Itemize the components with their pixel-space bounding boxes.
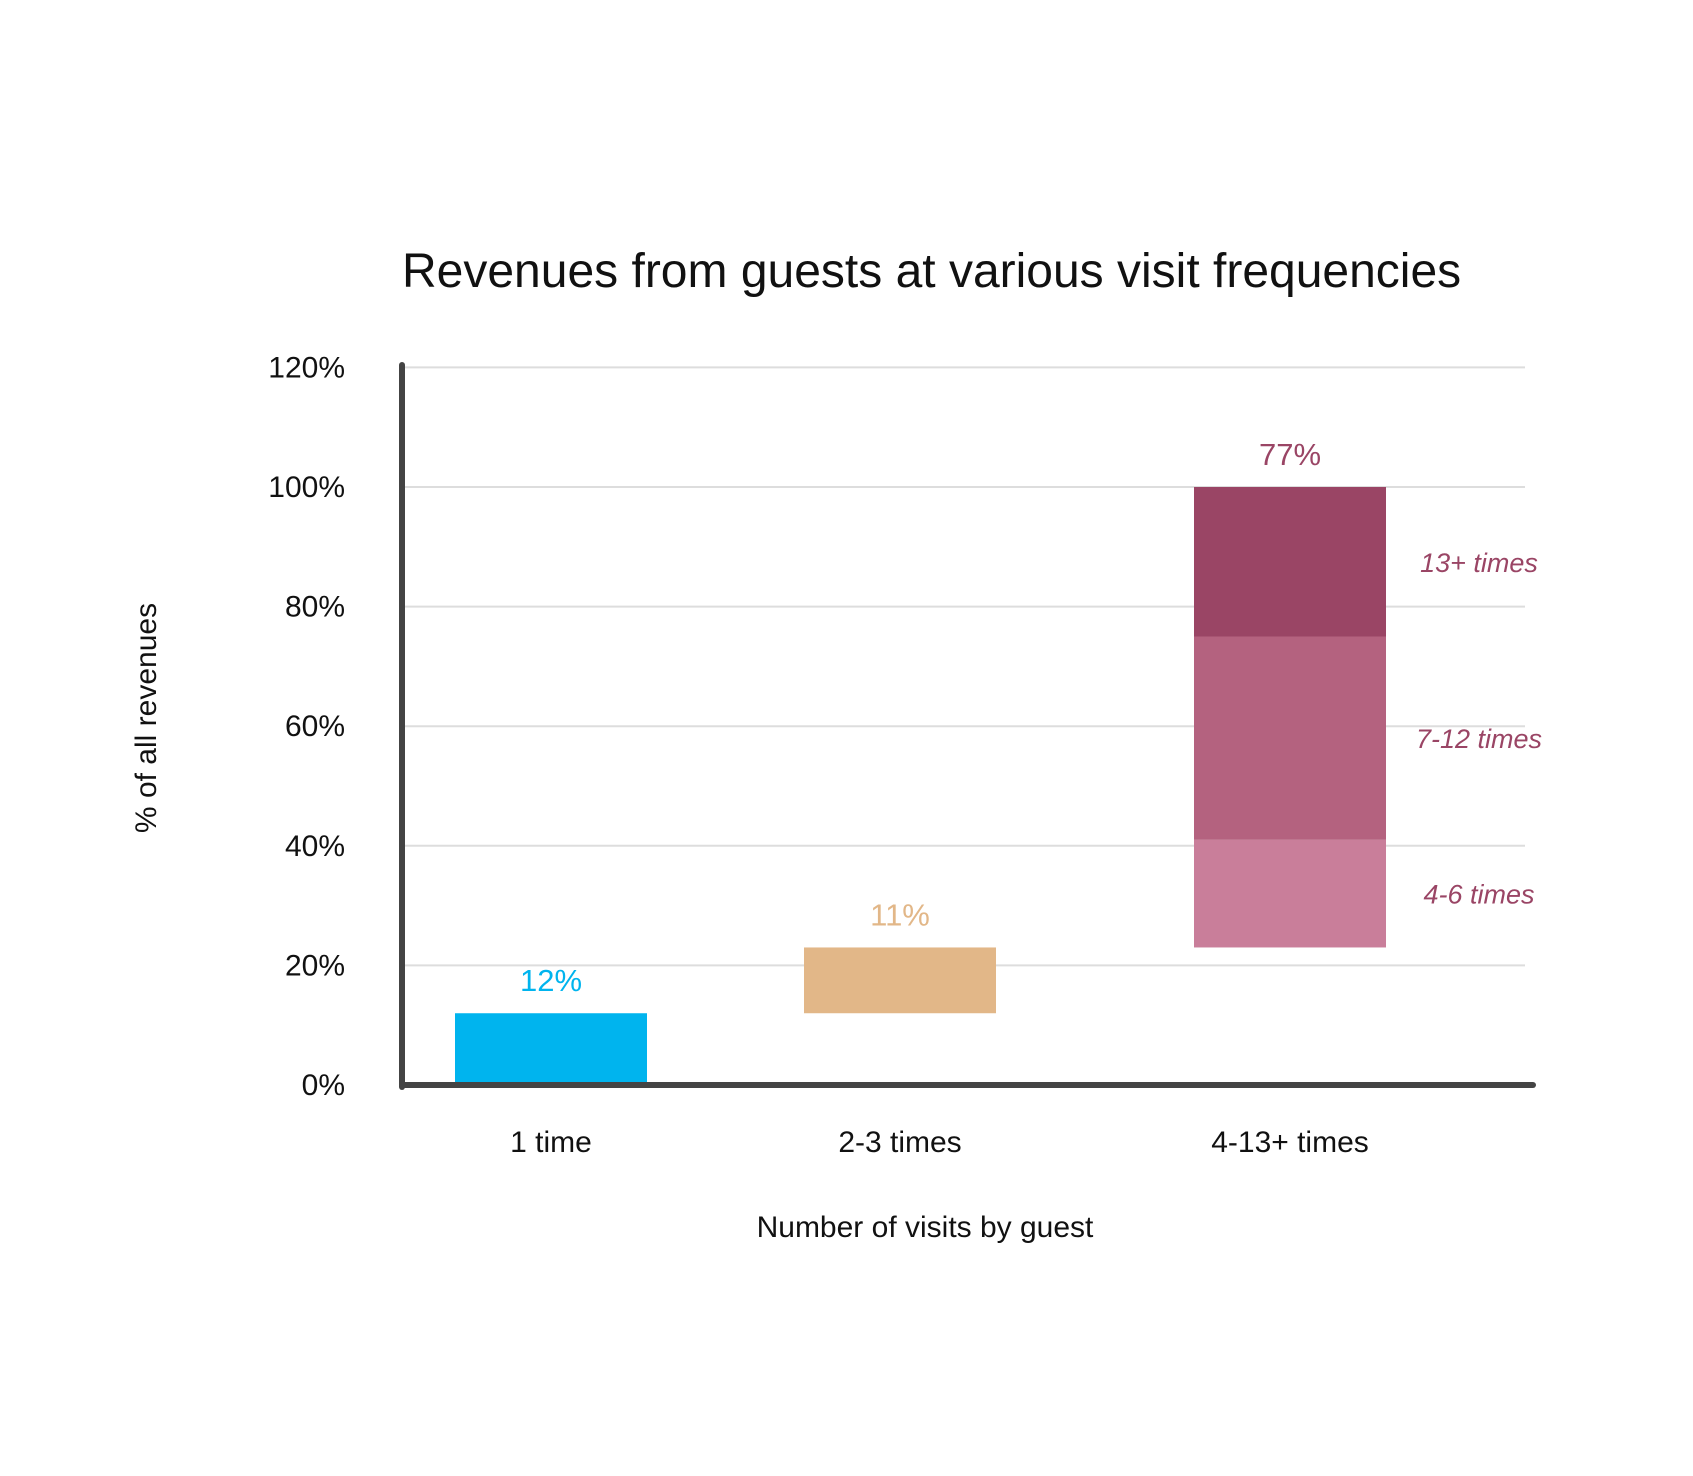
x-axis-label: Number of visits by guest [757,1211,1094,1244]
y-axis-label: % of all revenues [130,603,163,833]
y-tick-label: 20% [285,949,345,982]
grid-lines [402,366,1525,967]
x-tick-label: 1 time [510,1126,592,1159]
segment-label: 7-12 times [1416,724,1542,754]
bar-value-label: 11% [870,897,930,932]
chart-title: Revenues from guests at various visit fr… [402,245,1461,298]
y-tick-label: 120% [268,351,345,384]
y-tick-label: 40% [285,830,345,863]
y-tick-label: 100% [268,471,345,504]
y-tick-label: 0% [302,1069,345,1102]
bar [804,947,996,1014]
bar-segment [1194,636,1386,840]
segment-label: 4-6 times [1423,880,1534,910]
bar-segment [1194,839,1386,948]
bar-segment [1194,487,1386,637]
segment-label: 13+ times [1420,548,1538,578]
x-tick-label: 2-3 times [838,1126,961,1159]
bars [455,487,1386,1085]
y-tick-labels: 0% 20% 40% 60% 80% 100% 120% [268,351,345,1102]
y-tick-label: 60% [285,710,345,743]
bar [455,1013,647,1085]
x-tick-labels: 1 time 2-3 times 4-13+ times [510,1126,1369,1159]
bar-value-label: 12% [520,963,582,998]
x-tick-label: 4-13+ times [1211,1126,1369,1159]
bar-value-label: 77% [1259,437,1321,472]
data-labels: 12% 11% 4-6 times 7-12 times 13+ times 77% [520,437,1542,998]
y-tick-label: 80% [285,591,345,624]
